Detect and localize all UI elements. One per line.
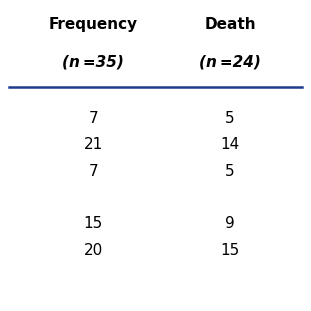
- Text: 21: 21: [84, 137, 103, 152]
- Text: Frequency: Frequency: [49, 17, 138, 32]
- Text: 15: 15: [84, 216, 103, 231]
- Text: (n =35): (n =35): [63, 55, 124, 70]
- Text: 14: 14: [220, 137, 240, 152]
- Text: 5: 5: [225, 111, 235, 126]
- Text: 9: 9: [225, 216, 235, 231]
- Text: (n =24): (n =24): [199, 55, 261, 70]
- Text: 7: 7: [89, 164, 98, 179]
- Text: 15: 15: [220, 243, 240, 258]
- Text: 7: 7: [89, 111, 98, 126]
- Text: 20: 20: [84, 243, 103, 258]
- Text: Death: Death: [204, 17, 256, 32]
- Text: 5: 5: [225, 164, 235, 179]
